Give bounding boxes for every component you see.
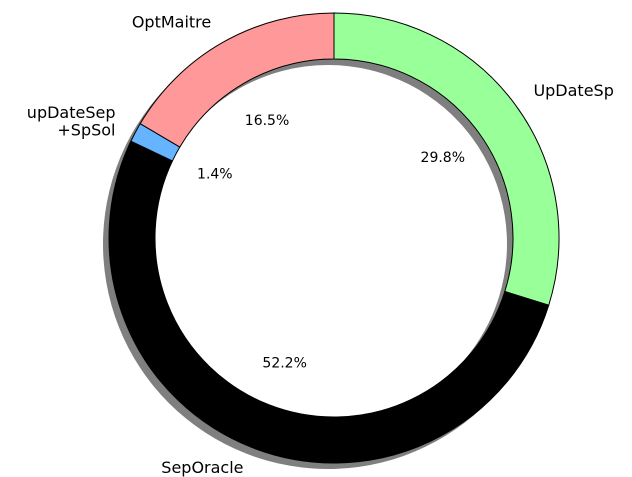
wedge xyxy=(139,12,335,148)
slice-label: OptMaitre xyxy=(132,13,211,32)
slice-label: UpDateSp xyxy=(533,81,613,100)
slice-label: SepOracle xyxy=(161,458,243,477)
value-label: 52.2% xyxy=(262,356,306,372)
slice-label: upDateSep +SpSol xyxy=(27,102,116,139)
wedge xyxy=(108,140,550,464)
value-label: 29.8% xyxy=(421,150,465,166)
value-label: 1.4% xyxy=(197,167,233,183)
value-label: 16.5% xyxy=(245,113,289,129)
